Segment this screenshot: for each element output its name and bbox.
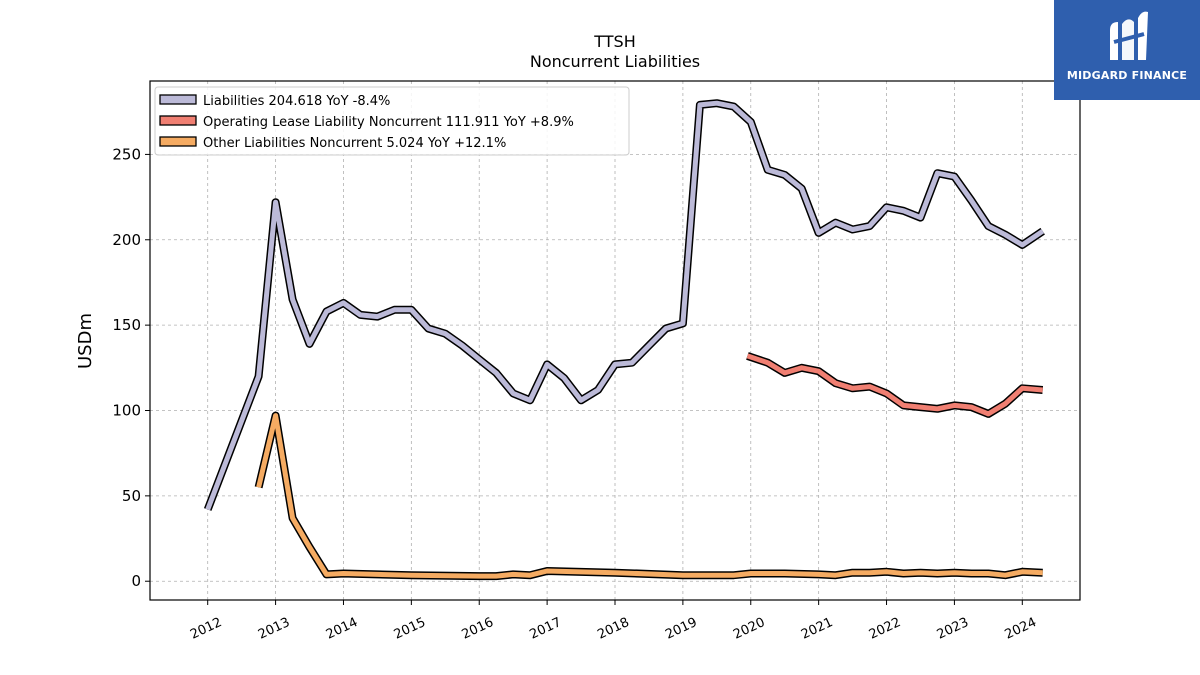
x-tick-label: 2017 — [527, 615, 563, 643]
legend-label-other-liabilities: Other Liabilities Noncurrent 5.024 YoY +… — [203, 136, 506, 151]
x-axis: 2012 2013 2014 2015 2016 2017 2018 2019 2020 2021… — [188, 600, 1039, 643]
legend-label-operating-lease: Operating Lease Liability Noncurrent 111… — [203, 115, 574, 130]
x-tick-label: 2016 — [460, 615, 496, 643]
y-tick-label: 200 — [112, 231, 141, 249]
legend-swatch-liabilities — [159, 94, 197, 105]
x-tick-label: 2018 — [595, 615, 631, 643]
y-tick-label: 250 — [112, 145, 141, 163]
logo-mark-icon — [1110, 11, 1148, 61]
series-line-other-liabilities — [256, 413, 1043, 579]
legend-box — [154, 86, 630, 156]
chart-title: TTSH — [593, 32, 635, 51]
series-line-operating-lease — [746, 353, 1043, 417]
logo-wordmark: MIDGARD FINANCE — [1066, 69, 1188, 82]
legend-entry-liabilities: Liabilities 204.618 YoY -8.4% — [159, 94, 390, 109]
brand-logo: MIDGARD FINANCE — [1054, 0, 1200, 100]
x-tick-label: 2013 — [256, 615, 292, 643]
y-axis-label: USDm — [75, 313, 96, 369]
x-tick-label: 2020 — [731, 615, 767, 643]
x-tick-label: 2022 — [867, 615, 903, 643]
legend: Liabilities 204.618 YoY -8.4% Operating … — [154, 86, 630, 156]
y-tick-label: 50 — [122, 487, 141, 505]
y-tick-label: 150 — [112, 316, 141, 334]
x-tick-label: 2012 — [188, 615, 224, 643]
legend-entry-other-liabilities: Other Liabilities Noncurrent 5.024 YoY +… — [159, 136, 506, 151]
y-tick-label: 0 — [131, 572, 141, 590]
x-tick-label: 2014 — [324, 615, 360, 643]
y-tick-label: 100 — [112, 401, 141, 419]
legend-swatch-operating-lease — [159, 115, 197, 126]
grid — [150, 81, 1080, 600]
legend-entry-operating-lease: Operating Lease Liability Noncurrent 111… — [159, 115, 574, 130]
x-tick-label: 2021 — [799, 615, 835, 643]
x-tick-label: 2015 — [392, 615, 428, 643]
x-tick-label: 2023 — [935, 615, 971, 643]
x-tick-label: 2024 — [1003, 615, 1039, 643]
x-tick-label: 2019 — [663, 615, 699, 643]
chart-subtitle: Noncurrent Liabilities — [530, 52, 700, 71]
legend-swatch-other-liabilities — [159, 136, 197, 147]
legend-label-liabilities: Liabilities 204.618 YoY -8.4% — [203, 94, 390, 109]
series-line-liabilities — [205, 100, 1045, 511]
series-layer — [203, 99, 1045, 581]
y-axis: 0 50 100 150 200 250 — [112, 145, 150, 590]
